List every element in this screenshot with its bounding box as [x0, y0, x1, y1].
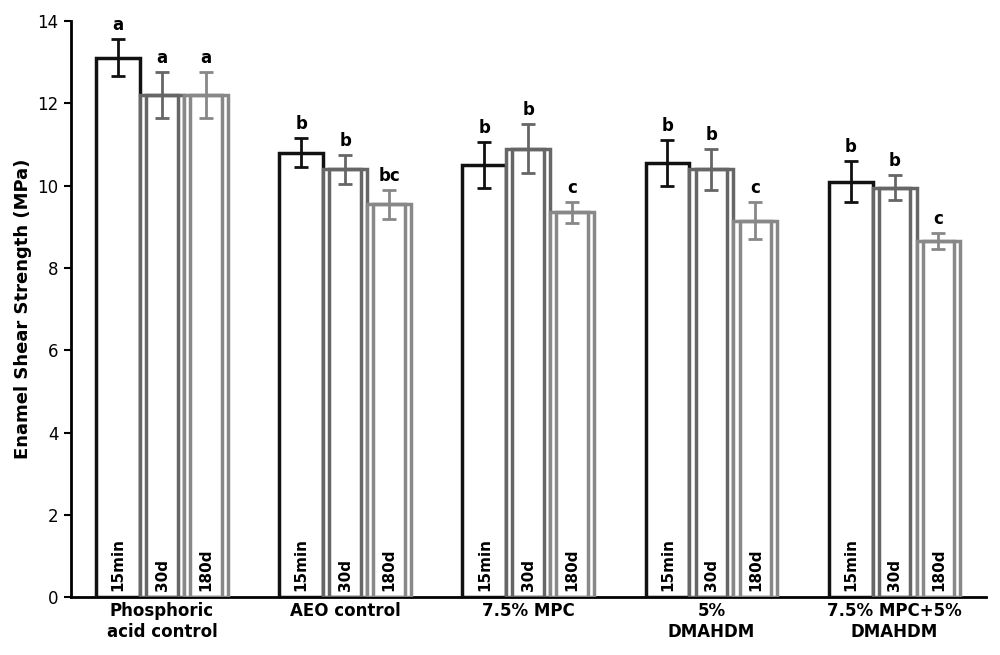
Text: 30d: 30d: [521, 559, 536, 591]
Bar: [140, 95, 184, 597]
Text: 15min: 15min: [660, 538, 675, 591]
Text: 15min: 15min: [294, 538, 309, 591]
Text: a: a: [113, 16, 124, 35]
Bar: [917, 241, 960, 597]
Bar: [923, 241, 954, 597]
Bar: [190, 95, 222, 597]
Text: 180d: 180d: [199, 549, 214, 591]
Text: b: b: [478, 119, 490, 138]
Bar: [873, 188, 917, 597]
Bar: [512, 149, 544, 597]
Bar: [146, 95, 178, 597]
Text: b: b: [845, 138, 857, 156]
Bar: [556, 212, 588, 597]
Text: 15min: 15min: [111, 538, 126, 591]
Bar: [879, 188, 910, 597]
Text: 15min: 15min: [843, 538, 858, 591]
Bar: [506, 149, 550, 597]
Text: c: c: [750, 179, 760, 197]
Bar: [323, 169, 367, 597]
Bar: [550, 212, 594, 597]
Bar: [696, 169, 727, 597]
Bar: [184, 95, 228, 597]
Text: 30d: 30d: [338, 559, 353, 591]
Bar: [279, 153, 323, 597]
Text: 30d: 30d: [155, 559, 170, 591]
Text: 30d: 30d: [887, 559, 902, 591]
Text: b: b: [662, 117, 673, 136]
Text: 180d: 180d: [748, 549, 763, 591]
Bar: [740, 221, 771, 597]
Bar: [462, 165, 506, 597]
Text: b: b: [295, 115, 307, 134]
Bar: [646, 163, 689, 597]
Text: a: a: [156, 49, 168, 67]
Text: b: b: [522, 101, 534, 119]
Text: a: a: [200, 49, 212, 67]
Bar: [689, 169, 733, 597]
Text: b: b: [339, 132, 351, 150]
Bar: [733, 221, 777, 597]
Text: 180d: 180d: [931, 549, 946, 591]
Y-axis label: Enamel Shear Strength (MPa): Enamel Shear Strength (MPa): [14, 159, 32, 459]
Text: 180d: 180d: [382, 549, 397, 591]
Text: 30d: 30d: [704, 559, 719, 591]
Bar: [367, 204, 411, 597]
Text: b: b: [889, 153, 900, 170]
Text: c: c: [567, 179, 577, 197]
Text: b: b: [705, 126, 717, 143]
Text: c: c: [934, 210, 943, 228]
Bar: [329, 169, 361, 597]
Bar: [373, 204, 405, 597]
Text: 15min: 15min: [477, 538, 492, 591]
Text: bc: bc: [378, 167, 400, 185]
Bar: [829, 181, 873, 597]
Text: 180d: 180d: [565, 549, 580, 591]
Bar: [96, 58, 140, 597]
